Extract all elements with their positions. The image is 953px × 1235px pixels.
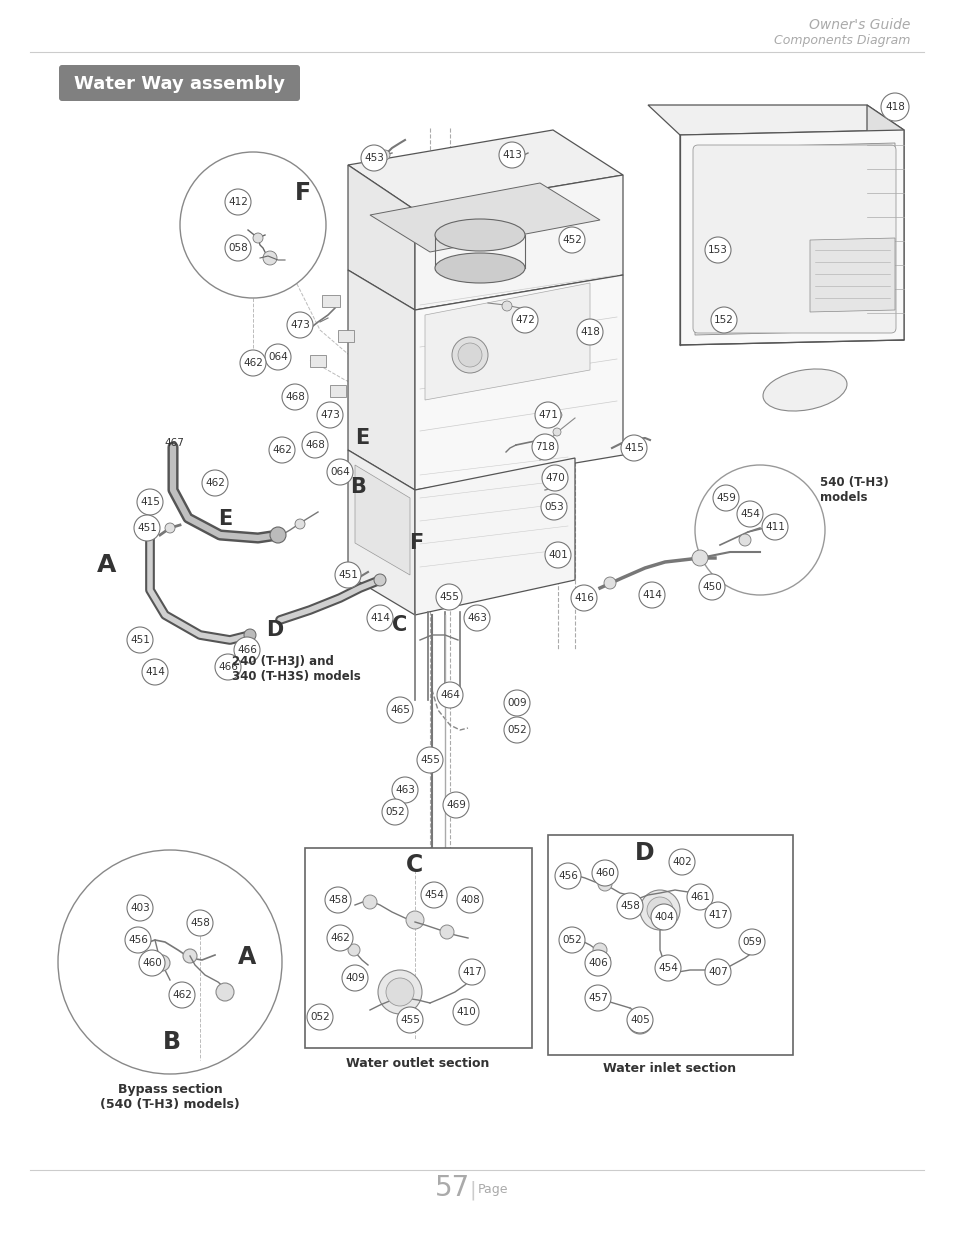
Circle shape [535,403,560,429]
Circle shape [406,911,423,929]
Circle shape [316,403,343,429]
Circle shape [327,459,353,485]
Text: 467: 467 [164,438,184,448]
Text: Water Way assembly: Water Way assembly [74,75,285,93]
Circle shape [282,384,308,410]
Text: E: E [217,509,232,529]
Circle shape [498,142,524,168]
Text: 454: 454 [658,963,678,973]
Circle shape [327,925,353,951]
Text: 540 (T-H3)
models: 540 (T-H3) models [820,475,888,504]
Text: 403: 403 [130,903,150,913]
Circle shape [584,986,610,1011]
Text: 412: 412 [228,198,248,207]
Polygon shape [679,130,903,345]
Text: 462: 462 [243,358,263,368]
Circle shape [458,960,484,986]
Circle shape [769,527,780,537]
Text: D: D [266,620,283,640]
Text: 468: 468 [285,391,305,403]
Circle shape [335,562,360,588]
Circle shape [452,337,488,373]
Circle shape [187,910,213,936]
Circle shape [603,577,616,589]
Circle shape [377,969,421,1014]
Circle shape [392,777,417,803]
Circle shape [125,927,151,953]
Circle shape [169,982,194,1008]
Circle shape [416,747,442,773]
Circle shape [737,501,762,527]
Circle shape [270,527,286,543]
Text: 418: 418 [579,327,599,337]
Text: 456: 456 [558,871,578,881]
Circle shape [503,690,530,716]
Circle shape [133,515,160,541]
Text: 451: 451 [130,635,150,645]
Circle shape [532,433,558,459]
Circle shape [704,960,730,986]
Text: 469: 469 [446,800,465,810]
Text: 462: 462 [330,932,350,944]
Text: 472: 472 [515,315,535,325]
Polygon shape [348,130,622,210]
Circle shape [650,904,677,930]
Text: Water outlet section: Water outlet section [346,1057,489,1070]
Circle shape [710,308,737,333]
Circle shape [457,343,481,367]
Circle shape [655,955,680,981]
Text: 401: 401 [548,550,567,559]
Text: 451: 451 [337,571,357,580]
Text: 053: 053 [543,501,563,513]
Text: 466: 466 [218,662,237,672]
Text: E: E [355,429,369,448]
Text: 470: 470 [544,473,564,483]
Circle shape [436,682,462,708]
Polygon shape [348,450,415,615]
Circle shape [233,637,260,663]
Text: 462: 462 [172,990,192,1000]
Text: 408: 408 [459,895,479,905]
Circle shape [436,584,461,610]
Circle shape [626,1007,652,1032]
Text: 414: 414 [370,613,390,622]
Text: 052: 052 [561,935,581,945]
Circle shape [691,892,707,908]
Text: 453: 453 [364,153,383,163]
Circle shape [577,319,602,345]
Text: 240 (T-H3J) and
340 (T-H3S) models: 240 (T-H3J) and 340 (T-H3S) models [232,655,360,683]
Text: 473: 473 [319,410,339,420]
Circle shape [139,950,165,976]
Text: 468: 468 [305,440,325,450]
Circle shape [269,437,294,463]
Text: 404: 404 [654,911,673,923]
Circle shape [127,627,152,653]
Text: 455: 455 [399,1015,419,1025]
Text: 064: 064 [268,352,288,362]
Text: F: F [294,182,311,205]
Polygon shape [415,275,622,490]
Circle shape [420,882,447,908]
Circle shape [699,574,724,600]
Circle shape [553,429,560,436]
Text: A: A [237,945,255,969]
Circle shape [348,944,359,956]
Text: 458: 458 [328,895,348,905]
Text: 460: 460 [595,868,615,878]
Circle shape [598,877,612,890]
Text: 460: 460 [142,958,162,968]
Circle shape [374,574,386,585]
Circle shape [453,999,478,1025]
Circle shape [668,848,695,876]
Text: 052: 052 [310,1011,330,1023]
Circle shape [691,550,707,566]
Text: 465: 465 [390,705,410,715]
Text: 152: 152 [713,315,733,325]
Circle shape [307,1004,333,1030]
Polygon shape [695,143,894,335]
Bar [305,848,532,1049]
Circle shape [704,237,730,263]
Circle shape [617,893,642,919]
Text: 405: 405 [630,1015,649,1025]
Text: 457: 457 [587,993,607,1003]
